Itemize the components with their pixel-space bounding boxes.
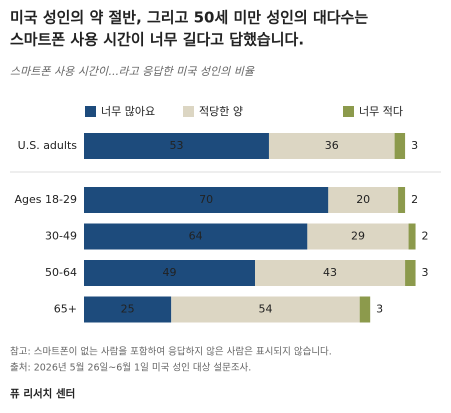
bar-segment bbox=[405, 260, 416, 286]
bar-segment bbox=[408, 223, 416, 250]
value-label: 54 bbox=[258, 303, 272, 316]
category-label: 30-49 bbox=[45, 230, 77, 243]
value-label: 2 bbox=[422, 230, 429, 243]
value-label: 3 bbox=[422, 266, 429, 279]
bar-segment bbox=[394, 133, 406, 159]
value-label: 53 bbox=[169, 139, 183, 152]
bar-segment bbox=[255, 260, 406, 286]
bar-segment bbox=[84, 296, 172, 323]
legend-label: 너무 많아요 bbox=[101, 105, 155, 118]
bar-segment bbox=[84, 223, 308, 250]
value-label: 25 bbox=[121, 303, 135, 316]
subtitle: 스마트폰 사용 시간이...라고 응답한 미국 성인의 비율 bbox=[10, 65, 255, 78]
value-label: 3 bbox=[376, 303, 383, 316]
bar-segment bbox=[307, 223, 409, 250]
value-label: 36 bbox=[325, 139, 339, 152]
value-label: 49 bbox=[163, 266, 177, 279]
bar-segment bbox=[84, 133, 269, 159]
chart-title: 스마트폰 사용 시간이 너무 길다고 답했습니다. bbox=[10, 31, 304, 49]
value-label: 3 bbox=[411, 139, 418, 152]
category-label: 50-64 bbox=[45, 266, 77, 279]
value-label: 2 bbox=[411, 193, 418, 206]
value-label: 64 bbox=[189, 230, 203, 243]
legend-swatch bbox=[85, 106, 96, 117]
bar-segment bbox=[398, 187, 406, 213]
category-label: U.S. adults bbox=[18, 139, 78, 152]
note: 참고: 스마트폰이 없는 사람을 포함하여 응답하지 않은 사람은 표시되지 않… bbox=[10, 346, 332, 358]
value-label: 20 bbox=[356, 193, 370, 206]
bar-segment bbox=[84, 260, 256, 286]
legend-swatch bbox=[183, 106, 194, 117]
legend-swatch bbox=[343, 106, 354, 117]
source: 퓨 리서치 센터 bbox=[10, 387, 75, 400]
category-label: 65+ bbox=[54, 303, 77, 316]
bar-segment bbox=[171, 296, 360, 323]
bar-segment bbox=[268, 133, 395, 159]
value-label: 70 bbox=[199, 193, 213, 206]
value-label: 43 bbox=[323, 266, 337, 279]
value-label: 29 bbox=[351, 230, 365, 243]
bar-segment bbox=[84, 187, 329, 213]
legend-label: 적당한 양 bbox=[199, 105, 243, 118]
legend-label: 너무 적다 bbox=[359, 105, 403, 118]
chart-title: 미국 성인의 약 절반, 그리고 50세 미만 성인의 대다수는 bbox=[10, 9, 368, 27]
bar-segment bbox=[328, 187, 399, 213]
note: 출처: 2026년 5월 26일~6월 1일 미국 성인 대상 설문조사. bbox=[10, 362, 251, 374]
category-label: Ages 18-29 bbox=[15, 193, 77, 206]
bar-segment bbox=[359, 296, 371, 323]
